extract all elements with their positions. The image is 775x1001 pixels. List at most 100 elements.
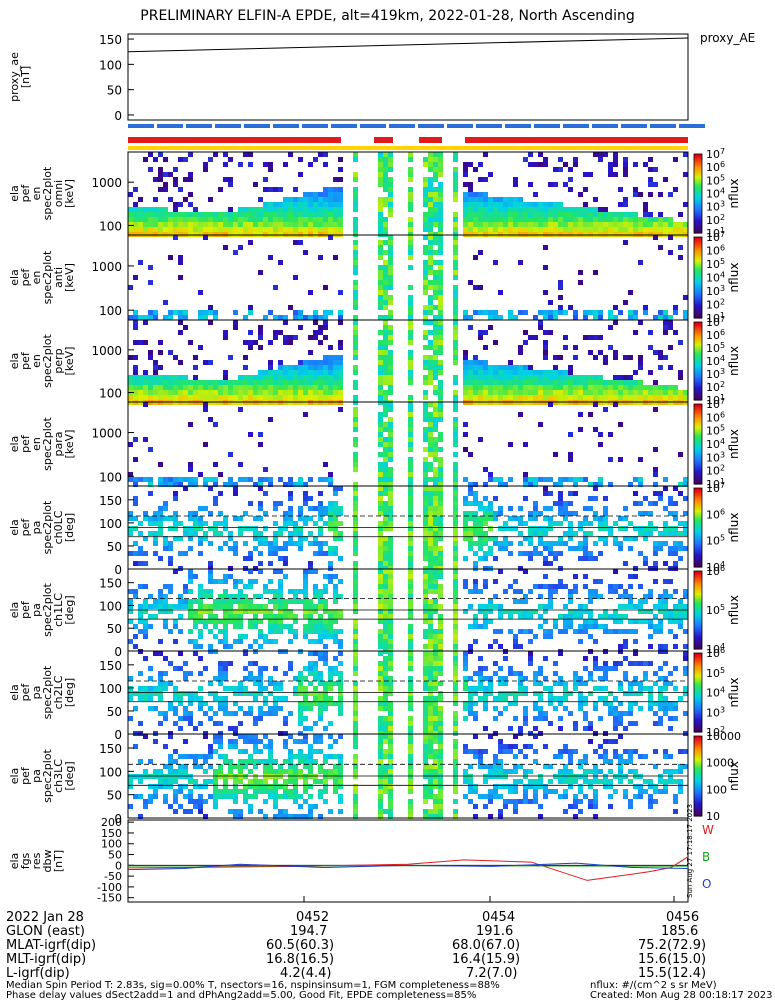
spec-panel-3-cell	[593, 335, 598, 340]
pa-panel-2-cell	[273, 629, 278, 634]
spec-panel-1-cell	[428, 152, 433, 157]
pa-panel-2-cell	[248, 624, 253, 629]
pa-panel-1-cell	[133, 526, 138, 531]
pa-panel-2-cell	[468, 624, 473, 629]
spec-panel-3-cell	[288, 370, 293, 375]
pa-panel-1-cell	[138, 561, 143, 566]
spec-panel-4-cell	[438, 402, 443, 407]
pa-panel-2-cell	[498, 629, 503, 634]
pa-panel-2-cell	[353, 584, 358, 589]
spec-panel-1-cell	[453, 212, 458, 217]
pa-panel-1-cell	[278, 531, 283, 536]
pa-panel-2-cell	[618, 644, 623, 649]
pa-panel-1-cell	[423, 486, 428, 491]
pa-panel-1-cell	[158, 506, 163, 511]
spec-panel-3-cell	[298, 395, 303, 400]
pa-panel-2-cell	[293, 589, 298, 594]
pa-panel-2-cell	[313, 629, 318, 634]
pa-panel-2-cell	[613, 584, 618, 589]
pa-panel-3-cell	[323, 706, 328, 711]
pa-panel-2-cell	[163, 604, 168, 609]
spec-panel-1-cell	[603, 207, 608, 212]
proxy-ae-ytick: 50	[107, 84, 122, 98]
pa-panel-1-cell	[653, 551, 658, 556]
pa-panel-1-cell	[163, 501, 168, 506]
spec-panel-3-cell	[298, 325, 303, 330]
spec-panel-1-cell	[253, 217, 258, 222]
pa-panel-3-cell	[438, 716, 443, 721]
pa-panel-1-cell	[648, 526, 653, 531]
spec-panel-3-cell	[178, 390, 183, 395]
spec-panel-1-colorbar-tick: 103	[706, 200, 725, 214]
spec-panel-3-cell	[433, 335, 438, 340]
pa-panel-2-cell	[428, 644, 433, 649]
pa-panel-2-cell	[423, 634, 428, 639]
pa-panel-3-cell	[328, 721, 333, 726]
pa-panel-2-cell	[188, 639, 193, 644]
pa-panel-3-cell	[233, 691, 238, 696]
pa-panel-1-cell	[333, 516, 338, 521]
pa-panel-3-cell	[573, 676, 578, 681]
pa-panel-1-cell	[188, 526, 193, 531]
pa-panel-1-cell	[593, 541, 598, 546]
pa-panel-2-cell	[138, 614, 143, 619]
spec-panel-3-cell	[583, 380, 588, 385]
spec-panel-1-cell	[203, 167, 208, 172]
spec-panel-2-cell	[453, 260, 458, 265]
spec-panel-2-cell	[563, 310, 568, 315]
spec-panel-3-cell	[468, 385, 473, 390]
spec-panel-3-cell	[408, 335, 413, 340]
pa-panel-1-cell	[678, 521, 683, 526]
pa-panel-2-cell	[598, 614, 603, 619]
spec-panel-4-cell	[278, 477, 283, 482]
pa-panel-3-cell	[378, 666, 383, 671]
spec-panel-3-cell	[578, 380, 583, 385]
spec-panel-4-cell	[543, 477, 548, 482]
spec-panel-3-cell	[378, 395, 383, 400]
pa-panel-1-cell	[353, 496, 358, 501]
spec-panel-4-cell	[523, 442, 528, 447]
pa-panel-3-cell	[183, 711, 188, 716]
spec-panel-4-cell	[408, 427, 413, 432]
spec-panel-1-cell	[678, 227, 683, 232]
spec-panel-4-cell	[408, 422, 413, 427]
pa-panel-2-cell	[408, 574, 413, 579]
spec-panel-3-cell	[598, 395, 603, 400]
pa-panel-3-cell	[408, 716, 413, 721]
spec-panel-1-cell	[488, 202, 493, 207]
spec-panel-1-cell	[513, 177, 518, 182]
spec-panel-4-cell	[408, 407, 413, 412]
pa-panel-2-cell	[383, 634, 388, 639]
spec-panel-4-cell	[438, 437, 443, 442]
spec-panel-2-cell	[388, 280, 393, 285]
spec-panel-4-cell	[433, 417, 438, 422]
spec-panel-4-cell	[603, 407, 608, 412]
pa-panel-3-cell	[553, 671, 558, 676]
pa-panel-2-cell	[633, 574, 638, 579]
spec-panel-2-cell	[203, 310, 208, 315]
pa-panel-1-cell	[198, 526, 203, 531]
spec-panel-3-cell	[523, 375, 528, 380]
spec-panel-1-cell	[408, 222, 413, 227]
pa-panel-2-cell	[673, 634, 678, 639]
pa-panel-3-cell	[478, 656, 483, 661]
spec-panel-4-cell	[388, 432, 393, 437]
pa-panel-2-cell	[303, 599, 308, 604]
spec-panel-1-cell	[333, 212, 338, 217]
spec-panel-3-cell	[383, 360, 388, 365]
pa-panel-3-cell	[453, 666, 458, 671]
spec-panel-1-cell	[353, 152, 358, 157]
pa-panel-1-cell	[428, 541, 433, 546]
spec-panel-1-cell	[268, 222, 273, 227]
pa-panel-3-cell	[303, 696, 308, 701]
pa-panel-3-cell	[538, 691, 543, 696]
spec-panel-1-cell	[253, 212, 258, 217]
pa-panel-2-cell	[313, 604, 318, 609]
pa-panel-3-cell	[313, 661, 318, 666]
spec-panel-3-cell	[153, 360, 158, 365]
pa-panel-1-cell	[308, 516, 313, 521]
spec-panel-3-cell	[143, 320, 148, 325]
spec-panel-3-cell	[153, 385, 158, 390]
spec-panel-3-cell	[598, 380, 603, 385]
pa-panel-2-cell	[383, 589, 388, 594]
